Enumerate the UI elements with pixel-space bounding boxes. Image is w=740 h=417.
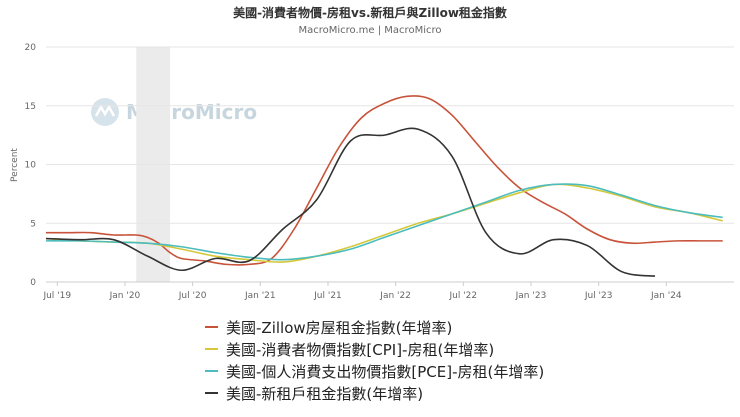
y-tick-label: 20 (25, 43, 37, 53)
x-tick-label: Jan '23 (515, 291, 547, 301)
legend-swatch (205, 348, 218, 350)
series-line-3 (45, 183, 723, 261)
legend-label: 美國-個人消費支出物價指數[PCE]-房租(年增率) (226, 362, 545, 381)
x-tick-label: Jan '21 (244, 291, 276, 301)
watermark: MacroMicro (91, 98, 257, 126)
legend-item-2[interactable]: 美國-消費者物價指數[CPI]-房租(年增率) (205, 338, 544, 360)
legend-label: 美國-消費者物價指數[CPI]-房租(年增率) (226, 340, 495, 359)
legend-item-3[interactable]: 美國-個人消費支出物價指數[PCE]-房租(年增率) (205, 360, 544, 382)
chart-subtitle: MacroMicro.me | MacroMicro (299, 25, 442, 36)
chart-legend: 美國-Zillow房屋租金指數(年增率) 美國-消費者物價指數[CPI]-房租(年… (205, 316, 544, 404)
x-axis: Jul '19 Jan '20 Jul '20 Jan '21 Jul '21 Jan '… (42, 282, 682, 301)
legend-swatch (205, 392, 218, 394)
legend-swatch (205, 370, 218, 372)
legend-label: 美國-新租戶租金指數(年增率) (226, 384, 424, 403)
y-axis: 0 5 10 15 20 (25, 43, 37, 288)
y-tick-label: 15 (25, 102, 36, 112)
x-tick-label: Jan '22 (379, 291, 411, 301)
y-axis-label: Percent (10, 148, 20, 182)
x-tick-label: Jul '23 (584, 291, 613, 301)
legend-item-1[interactable]: 美國-Zillow房屋租金指數(年增率) (205, 316, 544, 338)
legend-swatch (205, 326, 218, 328)
grid-lines (46, 46, 734, 283)
x-tick-label: Jan '24 (650, 291, 682, 301)
series-lines (45, 95, 723, 277)
series-line-4 (45, 127, 656, 277)
x-tick-label: Jul '19 (42, 291, 71, 301)
legend-item-4[interactable]: 美國-新租戶租金指數(年增率) (205, 382, 544, 404)
x-tick-label: Jul '20 (178, 291, 207, 301)
legend-label: 美國-Zillow房屋租金指數(年增率) (226, 318, 453, 337)
series-line-1 (46, 95, 723, 266)
line-chart: 美國-消費者物價-房租vs.新租戶與Zillow租金指數 MacroMicro.… (10, 5, 734, 301)
x-tick-label: Jul '22 (448, 291, 477, 301)
y-tick-label: 0 (30, 278, 36, 288)
y-tick-label: 10 (25, 161, 37, 171)
y-tick-label: 5 (30, 219, 36, 229)
x-tick-label: Jul '21 (313, 291, 342, 301)
x-tick-label: Jan '20 (109, 291, 141, 301)
chart-title: 美國-消費者物價-房租vs.新租戶與Zillow租金指數 (233, 5, 507, 20)
